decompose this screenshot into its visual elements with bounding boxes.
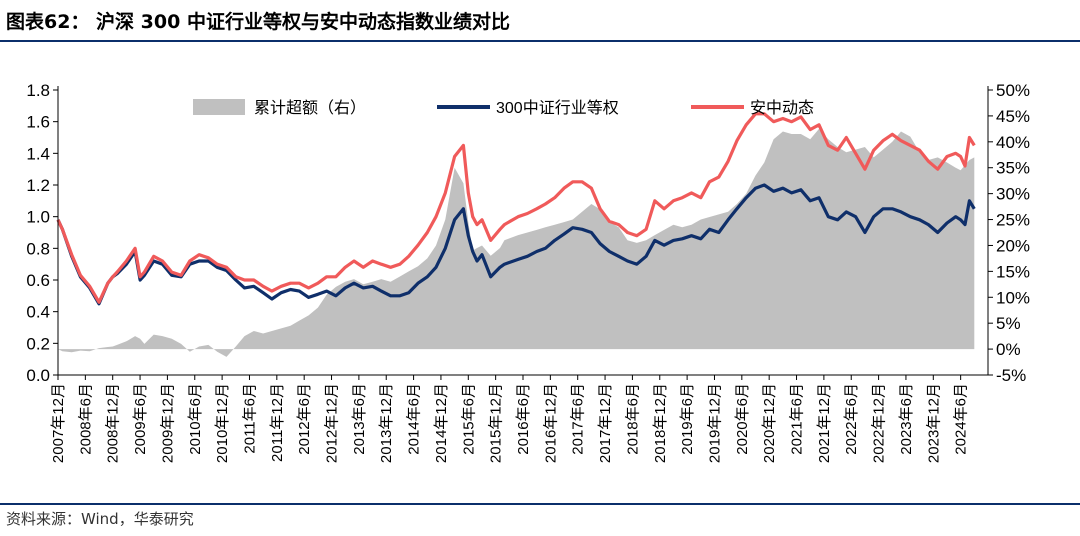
x-tick-label: 2023年6月	[898, 383, 915, 455]
x-tick-label: 2023年12月	[925, 383, 942, 463]
x-tick-label: 2012年6月	[296, 383, 313, 455]
x-tick-label: 2009年6月	[132, 383, 149, 455]
x-tick-label: 2017年12月	[597, 383, 614, 463]
right-tick-label: -5%	[996, 366, 1026, 385]
x-tick-label: 2015年6月	[460, 383, 477, 455]
index-lines-layer	[56, 112, 976, 306]
x-tick-label: 2011年6月	[242, 383, 259, 454]
right-tick-label: 30%	[996, 185, 1030, 204]
right-tick-label: 40%	[996, 133, 1030, 152]
left-tick-label: 0.0	[26, 366, 50, 385]
right-tick-label: 10%	[996, 288, 1030, 307]
x-tick-label: 2015年12月	[488, 383, 505, 463]
x-tick-label: 2013年6月	[351, 383, 368, 455]
x-tick-label: 2010年6月	[187, 383, 204, 455]
left-tick-label: 0.8	[26, 239, 50, 258]
right-tick-label: 25%	[996, 211, 1030, 230]
right-tick-label: 0%	[996, 340, 1021, 359]
x-tick-label: 2014年12月	[433, 383, 450, 463]
right-tick-label: 50%	[996, 81, 1030, 100]
left-tick-label: 1.6	[26, 113, 50, 132]
x-tick-label: 2016年6月	[515, 383, 532, 455]
left-tick-label: 0.2	[26, 334, 50, 353]
x-tick-label: 2016年12月	[542, 383, 559, 463]
x-tick-label: 2012年12月	[324, 383, 341, 463]
x-tick-label: 2014年6月	[406, 383, 423, 455]
axes-layer: 0.0 0.2 0.4 0.6 0.8 1.0 1.2 1.4 1.6 1.8 -5% 0% 5% 10%…	[26, 81, 1030, 463]
left-tick-label: 0.4	[26, 303, 50, 322]
right-tick-label: 20%	[996, 236, 1030, 255]
x-tick-label: 2011年12月	[269, 383, 286, 462]
legend-label-dynamic: 安中动态	[750, 99, 814, 117]
x-tick-label: 2010年12月	[214, 383, 231, 463]
x-tick-label: 2021年12月	[816, 383, 833, 463]
right-tick-label: 45%	[996, 107, 1030, 126]
legend-label-excess-return: 累计超额（右）	[254, 99, 366, 117]
x-tick-label: 2024年6月	[953, 383, 970, 455]
x-tick-label: 2022年6月	[843, 383, 860, 455]
x-tick-label: 2007年12月	[50, 383, 67, 463]
x-tick-label: 2019年12月	[707, 383, 724, 463]
x-tick-label: 2018年6月	[624, 383, 641, 455]
x-tick-label: 2009年12月	[159, 383, 176, 463]
left-tick-label: 1.4	[26, 144, 50, 163]
title-rule	[0, 40, 1080, 42]
chart-canvas: 0.0 0.2 0.4 0.6 0.8 1.0 1.2 1.4 1.6 1.8 -5% 0% 5% 10%…	[26, 81, 1030, 463]
right-tick-label: 15%	[996, 262, 1030, 281]
x-tick-label: 2021年6月	[789, 383, 806, 455]
left-tick-label: 1.2	[26, 176, 50, 195]
left-tick-label: 1.0	[26, 208, 50, 227]
x-tick-label: 2017年6月	[570, 383, 587, 455]
x-tick-label: 2013年12月	[378, 383, 395, 463]
source-rule	[0, 503, 1080, 505]
right-tick-label: 35%	[996, 159, 1030, 178]
x-tick-label: 2020年6月	[734, 383, 751, 455]
legend: 累计超额（右） 300中证行业等权 安中动态	[193, 99, 814, 117]
x-tick-label: 2020年12月	[761, 383, 778, 463]
legend-label-equal-weight: 300中证行业等权	[496, 99, 619, 117]
x-tick-label: 2022年12月	[871, 383, 888, 463]
x-tick-label: 2018年12月	[652, 383, 669, 463]
series-excess-return-area	[58, 128, 975, 357]
left-tick-label: 0.6	[26, 271, 50, 290]
x-tick-label: 2019年6月	[679, 383, 696, 455]
x-tick-label: 2008年6月	[77, 383, 94, 455]
series-equal-weight-line	[56, 183, 976, 306]
chart-title: 图表62： 沪深 300 中证行业等权与安中动态指数业绩对比	[6, 11, 510, 33]
right-tick-label: 5%	[996, 314, 1021, 333]
legend-swatch-excess-return	[193, 99, 245, 115]
x-tick-label: 2008年12月	[105, 383, 122, 463]
left-tick-label: 1.8	[26, 81, 50, 100]
excess-return-area-layer	[58, 128, 975, 357]
series-dynamic-line	[56, 112, 976, 304]
source-note: 资料来源：Wind，华泰研究	[6, 510, 194, 528]
